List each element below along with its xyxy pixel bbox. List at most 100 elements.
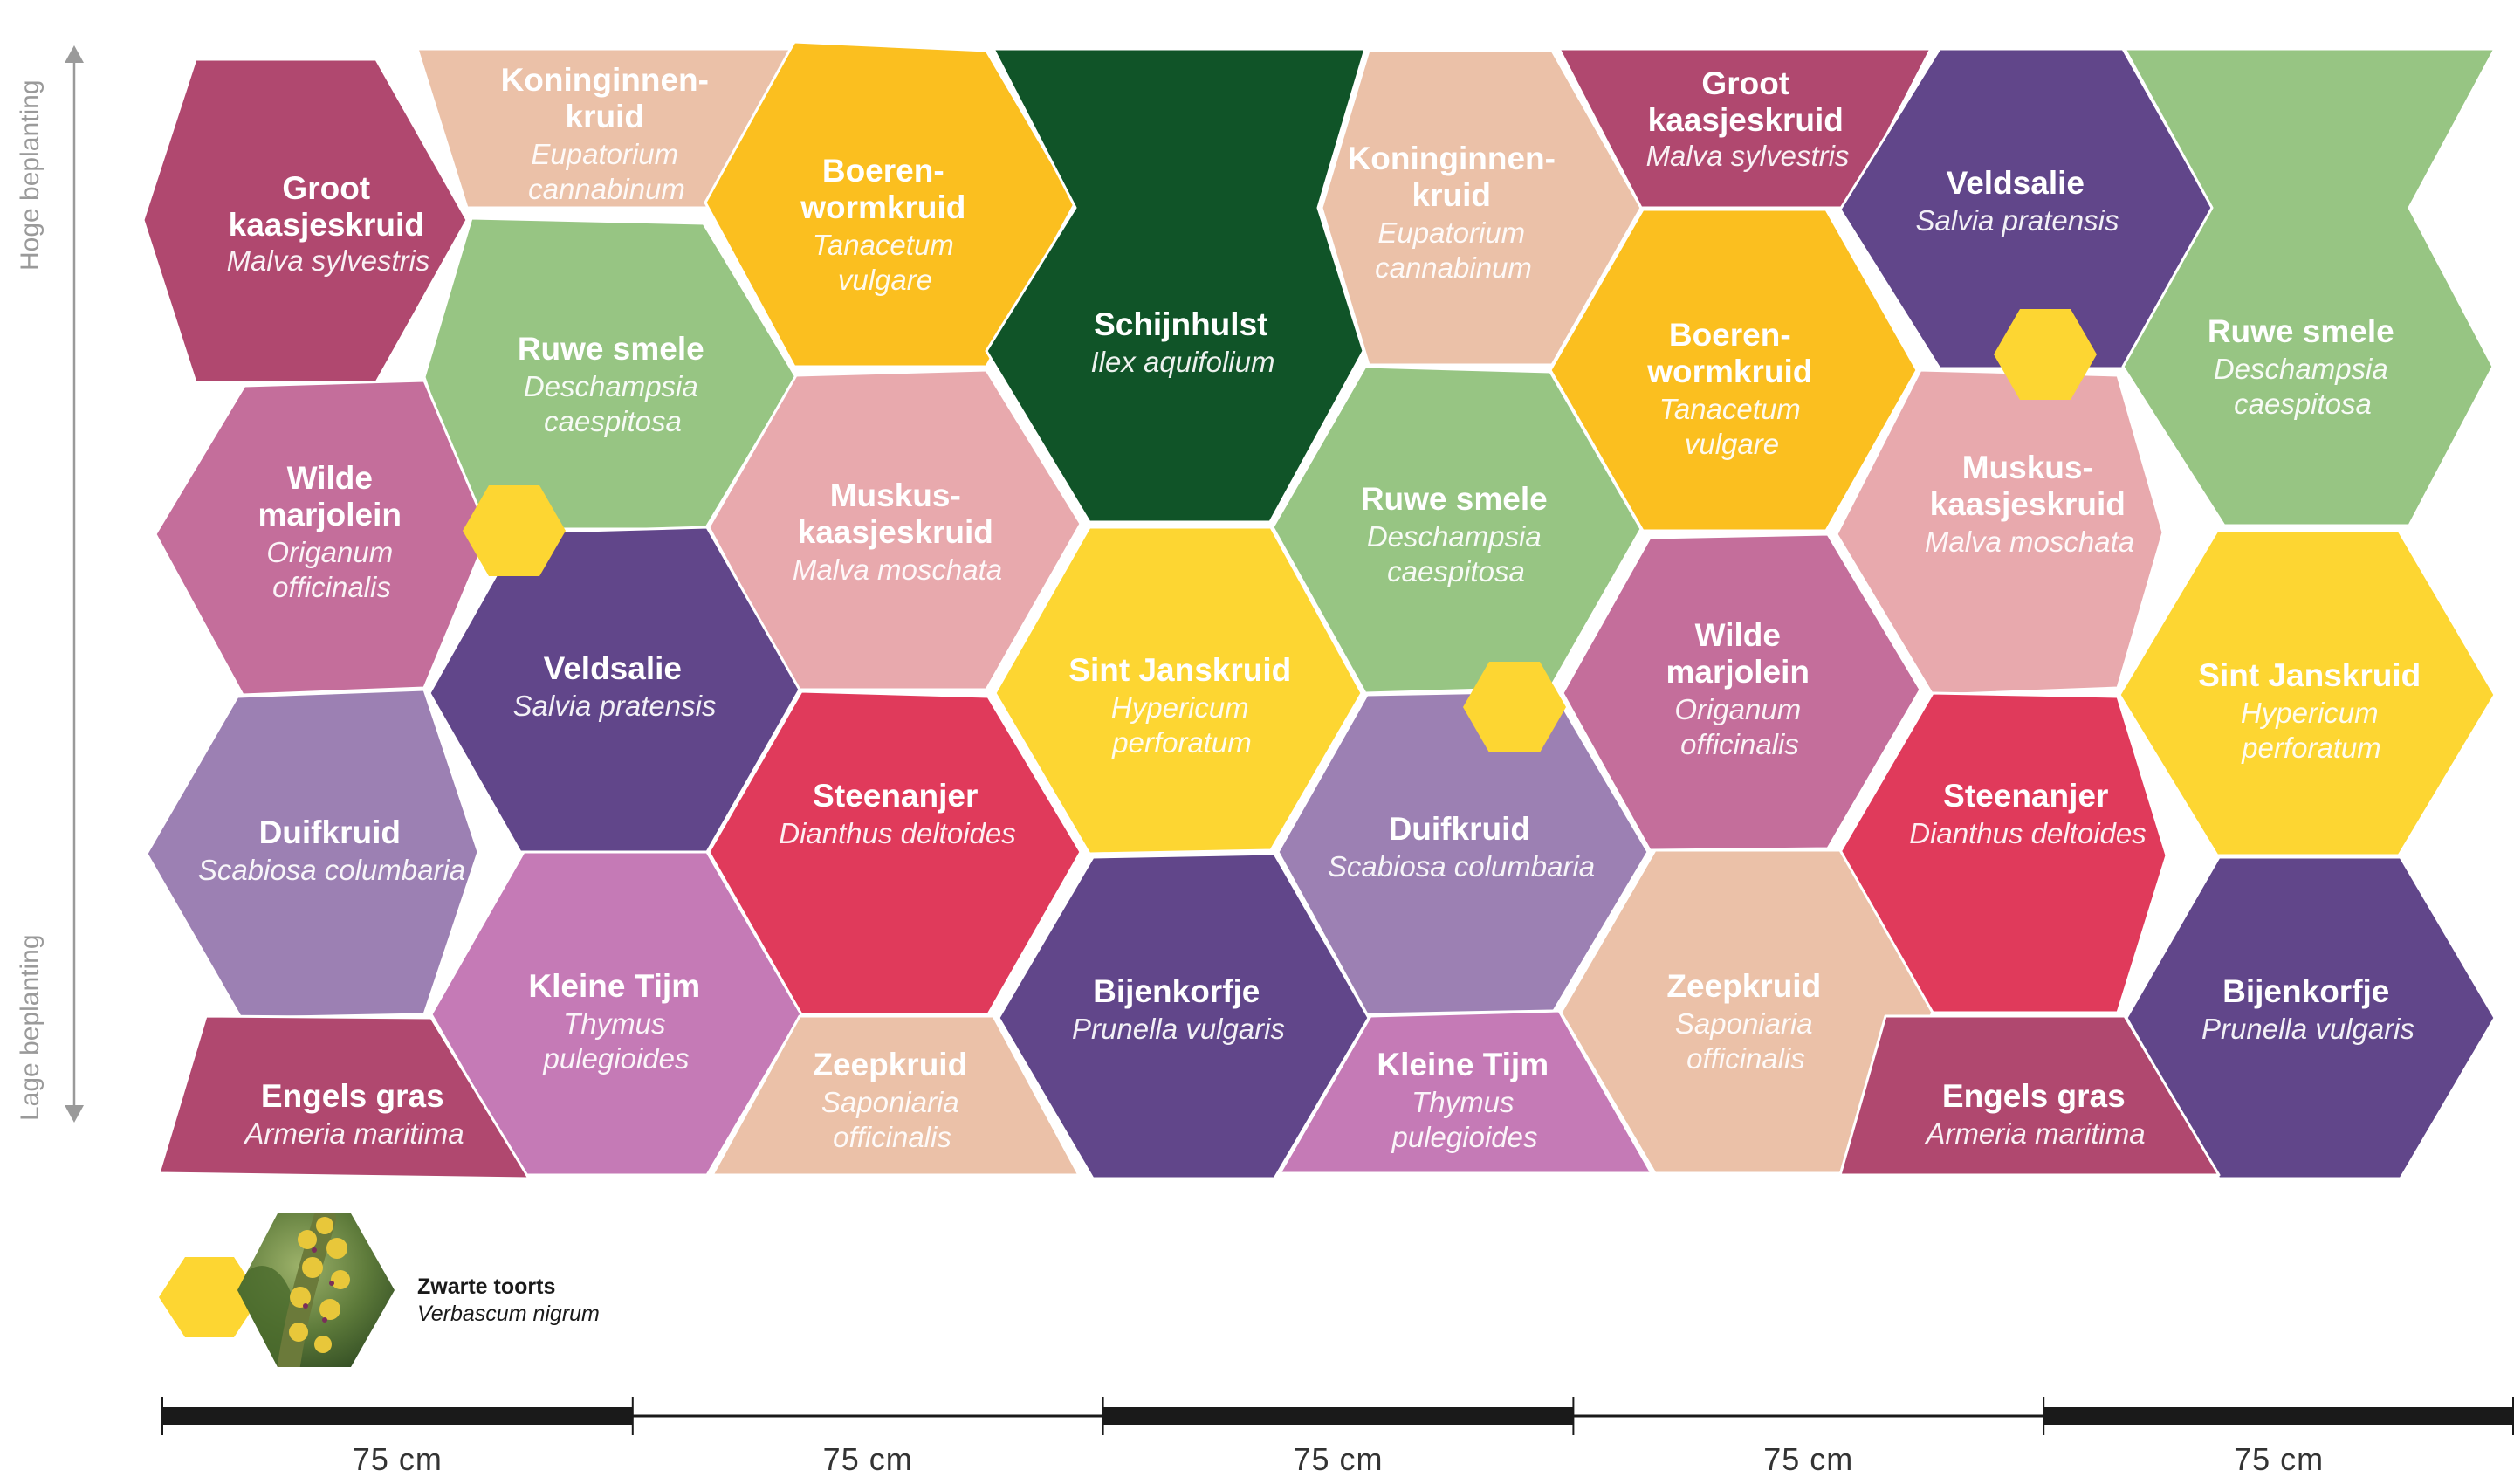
scale-bar: 75 cm 75 cm 75 cm 75 cm 75 cm — [161, 1397, 2514, 1477]
hex-shape — [2118, 529, 2497, 857]
plant-name: Veldsalie — [544, 650, 682, 686]
plant-tiles: Groot kaasjeskruid Malva sylvestris Koni… — [141, 40, 2497, 1180]
plant-name: marjolein — [1666, 654, 1810, 690]
plant-tile: Bijenkorfje Prunella vulgaris — [997, 852, 1370, 1180]
plant-name: Kleine Tijm — [1377, 1047, 1549, 1082]
plant-species: Eupatorium — [531, 138, 678, 170]
plant-species: Scabiosa columbaria — [198, 854, 465, 886]
hex-shape — [1838, 1014, 2221, 1177]
plant-name: Zeepkruid — [1666, 968, 1821, 1004]
plant-species: Salvia pratensis — [513, 690, 717, 722]
plant-tile: Muskus- kaasjeskruid Malva moschata — [1835, 368, 2165, 697]
plant-name: Engels gras — [261, 1078, 444, 1114]
plant-tile: Groot kaasjeskruid Malva sylvestris — [1557, 47, 1933, 210]
plant-name: Duifkruid — [1389, 811, 1530, 847]
svg-text:Sint Janskruid Hyperic: Sint Janskruid Hypericum perforatum — [1068, 652, 1295, 759]
hex-shape — [997, 852, 1370, 1180]
svg-text:Groot kaasjeskruid: Groot kaasjeskruid Malva sylvestris — [1646, 65, 1850, 172]
plant-species: officinalis — [1680, 728, 1799, 760]
scale-segment — [1102, 1407, 1574, 1425]
svg-text:Steenanjer Dianthus de: Steenanjer Dianthus deltoides — [1909, 778, 2147, 849]
hex-shape — [154, 379, 491, 697]
svg-text:Bijenkorfje Prunella v: Bijenkorfje Prunella vulgaris — [2201, 973, 2414, 1045]
svg-text:Zeepkruid Saponiaria: Zeepkruid Saponiaria officinalis — [1666, 968, 1824, 1075]
svg-text:Bijenkorfje Prunella v: Bijenkorfje Prunella vulgaris — [1072, 973, 1285, 1045]
svg-text:Kleine Tijm Thymus: Kleine Tijm Thymus pulegioides — [1377, 1047, 1552, 1153]
hex-shape — [985, 47, 1367, 524]
plant-species: Armeria maritima — [1924, 1117, 2145, 1150]
plant-name: marjolein — [258, 497, 402, 532]
toorts-marker — [463, 485, 566, 576]
plant-species: Hypericum — [2241, 697, 2379, 729]
plant-tile: Groot kaasjeskruid Malva sylvestris — [141, 58, 469, 384]
plant-species: Tanacetum — [813, 229, 954, 261]
plant-tile: Wilde marjolein Origanum officinalis — [1561, 532, 1922, 852]
svg-text:Koninginnen- kruid: Koninginnen- kruid Eupatorium cannabinum — [501, 62, 713, 205]
plant-tile: Kleine Tijm Thymus pulegioides — [429, 850, 803, 1177]
plant-name: Bijenkorfje — [2222, 973, 2389, 1009]
plant-name: Sint Janskruid — [2198, 657, 2421, 693]
plant-tile: Zeepkruid Saponiaria officinalis — [1559, 848, 1934, 1175]
svg-text:Wilde marjolein: Wilde marjolein Origanum officinalis — [1666, 617, 1814, 760]
plant-species: Malva sylvestris — [1646, 140, 1850, 172]
plant-species: Deschampsia — [524, 370, 698, 402]
legend: Zwarte toorts Verbascum nigrum — [159, 1213, 600, 1367]
toorts-marker — [1994, 309, 2097, 400]
toorts-markers — [463, 309, 2097, 752]
plant-name: Ruwe smele — [1361, 481, 1548, 517]
svg-text:Sint Janskruid Hyperic: Sint Janskruid Hypericum perforatum — [2198, 657, 2424, 764]
plant-tile: Koninginnen- kruid Eupatorium cannabinum — [416, 47, 792, 210]
plant-name: Engels gras — [1942, 1078, 2126, 1114]
hex-shape — [707, 368, 1082, 691]
axis-label-high: Hoge beplanting — [16, 79, 45, 271]
plant-species: caespitosa — [1387, 555, 1525, 587]
plant-name: kaasjeskruid — [1930, 486, 2126, 522]
plant-name: Groot — [1701, 65, 1789, 101]
plant-tile: Duifkruid Scabiosa columbaria — [1276, 690, 1650, 1016]
plant-species: Thymus — [563, 1007, 665, 1040]
plant-name: kaasjeskruid — [229, 207, 424, 243]
scale-label: 75 cm — [353, 1441, 443, 1477]
hex-shape — [1549, 208, 1919, 532]
hex-shape — [1835, 368, 2165, 697]
plant-name: Veldsalie — [1947, 165, 2085, 201]
scale-segment — [2043, 1407, 2514, 1425]
plant-tile: Boeren- wormkruid Tanacetum vulgare — [704, 40, 1077, 368]
plant-species: Scabiosa columbaria — [1328, 850, 1595, 883]
plant-name: Zeepkruid — [813, 1047, 967, 1082]
plant-tile: Sint Janskruid Hypericum perforatum — [2118, 529, 2497, 857]
plant-species: pulegioides — [543, 1042, 690, 1075]
hex-shape — [993, 526, 1363, 855]
plant-name: Ruwe smele — [2208, 313, 2394, 349]
scale-segment — [162, 1407, 633, 1425]
plant-tile: Kleine Tijm Thymus pulegioides — [1278, 1009, 1653, 1175]
svg-text:Veldsalie Salvia prate: Veldsalie Salvia pratensis — [513, 650, 717, 722]
plant-species: Tanacetum — [1659, 393, 1801, 425]
svg-text:Veldsalie Salvia prate: Veldsalie Salvia pratensis — [1916, 165, 2119, 237]
plant-species: Armeria maritima — [243, 1117, 464, 1150]
plant-name: kaasjeskruid — [1648, 102, 1844, 138]
plant-tile: Boeren- wormkruid Tanacetum vulgare — [1549, 208, 1919, 532]
svg-text:Muskus- kaasjeskruid: Muskus- kaasjeskruid Malva moschata — [1925, 450, 2134, 558]
plant-name: Kleine Tijm — [528, 968, 700, 1004]
svg-text:Ruwe smele Deschampsia: Ruwe smele Deschampsia caespitosa — [518, 331, 708, 437]
plant-name: Duifkruid — [259, 814, 401, 850]
plant-name: Muskus- — [1962, 450, 2093, 485]
scale-segment — [632, 1414, 1103, 1418]
plant-name: Boeren- — [822, 153, 944, 189]
plant-name: Schijnhulst — [1094, 306, 1267, 342]
plant-tile: Steenanjer Dianthus deltoides — [707, 690, 1082, 1016]
plant-species: Origanum — [266, 536, 393, 568]
plant-name: Koninginnen- — [501, 62, 709, 98]
plant-species: pulegioides — [1391, 1121, 1538, 1153]
plant-name: Groot — [282, 170, 370, 206]
plant-tile: Sint Janskruid Hypericum perforatum — [993, 526, 1363, 855]
plant-tile: Veldsalie Salvia pratensis — [428, 526, 801, 854]
plant-species: Saponiaria — [1675, 1007, 1813, 1040]
plant-tile: Muskus- kaasjeskruid Malva moschata — [707, 368, 1082, 691]
hex-shape — [711, 1014, 1081, 1177]
svg-text:Ruwe smele Deschampsia: Ruwe smele Deschampsia caespitosa — [1361, 481, 1551, 587]
hex-shape — [1561, 532, 1922, 852]
plant-species: Dianthus deltoides — [1909, 817, 2147, 849]
svg-text:Duifkruid Scabiosa col: Duifkruid Scabiosa columbaria — [198, 814, 465, 886]
